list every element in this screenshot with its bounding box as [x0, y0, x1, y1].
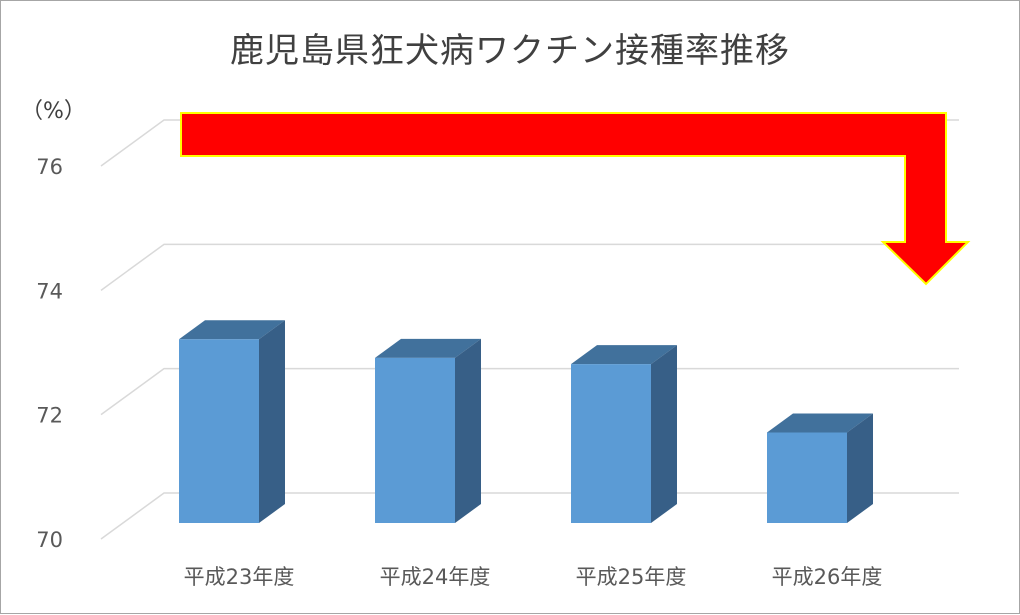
bar-side-face — [847, 413, 873, 523]
y-tick-label: 72 — [36, 404, 63, 428]
gridline-2 — [100, 243, 959, 291]
bar-front-face — [767, 432, 847, 523]
bar-top-face — [179, 320, 285, 340]
gridline-0 — [100, 492, 959, 540]
bar-2 — [571, 345, 677, 523]
decrease-arrow-annotation — [180, 112, 971, 286]
bar-3 — [767, 413, 873, 523]
gridline-1 — [100, 367, 959, 416]
y-tick-label: 70 — [36, 528, 63, 552]
chart-title: 鹿児島県狂犬病ワクチン接種率推移 — [230, 31, 790, 71]
x-category-label: 平成24年度 — [380, 565, 491, 589]
bar-1 — [375, 338, 481, 523]
bar-top-face — [571, 345, 677, 365]
x-category-label: 平成25年度 — [576, 565, 687, 589]
label-layer: 70 72 74 76 平成23年度 平成24年度 平成25年度 平成26年度 — [36, 155, 882, 589]
bar-side-face — [651, 345, 677, 523]
bar-layer — [179, 320, 873, 523]
y-axis-unit-label: （%） — [21, 99, 86, 124]
y-tick-label: 74 — [36, 279, 63, 303]
bar-0 — [179, 320, 285, 523]
bar-side-face — [259, 320, 285, 523]
x-category-label: 平成23年度 — [184, 565, 295, 589]
bar-front-face — [375, 357, 455, 523]
bar-front-face — [571, 364, 651, 523]
x-category-label: 平成26年度 — [772, 565, 883, 589]
bar-front-face — [179, 339, 259, 523]
bar-side-face — [455, 338, 481, 523]
bar-top-face — [767, 413, 873, 433]
bar-top-face — [375, 338, 481, 358]
y-tick-label: 76 — [36, 155, 63, 179]
